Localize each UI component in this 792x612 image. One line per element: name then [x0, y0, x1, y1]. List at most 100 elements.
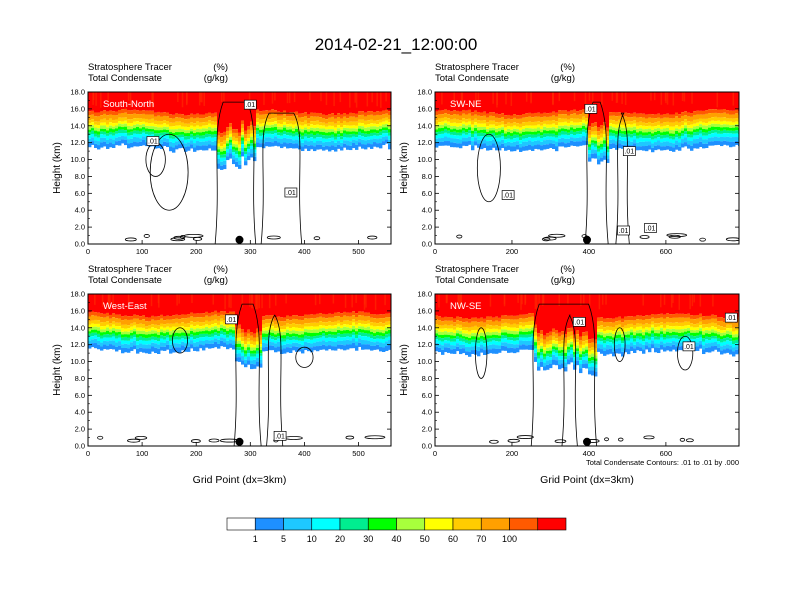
tracer-cell — [516, 134, 520, 138]
tracer-cell — [600, 317, 604, 322]
tracer-cell — [127, 139, 131, 144]
tracer-cell — [465, 132, 469, 135]
tracer-cell — [214, 145, 218, 151]
tracer-cell — [582, 351, 586, 355]
tracer-cell — [714, 123, 718, 127]
tracer-cell — [513, 294, 517, 316]
tracer-cell — [304, 127, 308, 131]
tracer-cell — [247, 360, 251, 365]
tracer-cell — [540, 141, 544, 146]
tracer-cell — [678, 92, 682, 115]
tracer-cell — [184, 339, 188, 344]
tracer-cell — [501, 345, 505, 351]
tracer-cell — [537, 121, 541, 125]
tracer-cell — [549, 357, 553, 361]
tracer-cell — [549, 127, 553, 131]
tracer-cell — [226, 143, 230, 147]
tracer-cell — [298, 337, 302, 341]
tracer-cell — [235, 141, 239, 145]
x-tick-label: 300 — [244, 247, 257, 256]
tracer-cell — [564, 125, 568, 129]
tracer-cell — [133, 130, 137, 134]
tracer-cell — [528, 92, 532, 113]
tracer-cell — [88, 138, 92, 144]
tracer-cell — [154, 124, 158, 127]
tracer-cell — [247, 341, 251, 345]
tracer-cell — [516, 340, 520, 345]
tracer-cell — [193, 143, 197, 148]
tracer-cell — [543, 116, 547, 121]
tracer-cell — [453, 294, 457, 319]
tracer-streak — [230, 294, 232, 309]
tracer-cell — [277, 294, 281, 317]
tracer-cell — [648, 117, 652, 123]
tracer-cell — [534, 134, 538, 138]
tracer-cell — [301, 113, 305, 118]
tracer-cell — [621, 333, 625, 338]
tracer-streak — [92, 92, 95, 101]
tracer-cell — [564, 334, 568, 338]
tracer-cell — [220, 324, 224, 329]
tracer-cell — [214, 338, 218, 342]
tracer-cell — [223, 342, 227, 347]
tracer-cell — [220, 340, 224, 347]
tracer-cell — [651, 337, 655, 341]
tracer-cell — [151, 324, 155, 328]
tracer-cell — [103, 313, 107, 318]
tracer-cell — [459, 324, 463, 329]
tracer-cell — [516, 115, 520, 119]
tracer-cell — [187, 130, 191, 134]
tracer-cell — [325, 346, 329, 351]
tracer-cell — [379, 347, 383, 352]
tracer-cell — [307, 347, 311, 352]
tracer-cell — [687, 294, 691, 314]
tracer-cell — [295, 128, 299, 133]
tracer-cell — [181, 137, 185, 141]
tracer-cell — [298, 334, 302, 338]
tracer-cell — [331, 322, 335, 326]
tracer-cell — [181, 314, 185, 319]
tracer-cell — [97, 323, 101, 328]
tracer-cell — [456, 339, 460, 344]
tracer-cell — [190, 324, 194, 329]
tracer-cell — [654, 118, 658, 123]
tracer-streak — [371, 92, 373, 103]
tracer-cell — [364, 137, 368, 141]
tracer-cell — [534, 121, 538, 126]
tracer-cell — [621, 294, 625, 319]
tracer-cell — [214, 124, 218, 128]
tracer-cell — [322, 132, 326, 136]
tracer-cell — [295, 346, 299, 352]
tracer-cell — [522, 138, 526, 142]
tracer-cell — [690, 323, 694, 327]
tracer-cell — [699, 114, 703, 119]
tracer-cell — [298, 131, 302, 135]
tracer-cell — [352, 139, 356, 144]
tracer-cell — [100, 338, 104, 343]
tracer-cell — [187, 135, 191, 140]
tracer-cell — [507, 132, 511, 135]
tracer-cell — [510, 319, 514, 325]
tracer-cell — [274, 324, 278, 329]
tracer-cell — [133, 92, 137, 110]
tracer-cell — [166, 124, 170, 128]
tracer-cell — [687, 330, 691, 334]
tracer-cell — [555, 112, 559, 117]
y-tick-label: 2.0 — [422, 425, 432, 434]
tracer-cell — [217, 333, 221, 337]
tracer-streak — [274, 92, 276, 101]
tracer-cell — [513, 141, 517, 147]
contour-label-box — [243, 99, 257, 110]
tracer-cell — [480, 132, 484, 137]
tracer-cell — [618, 340, 622, 344]
tracer-cell — [651, 92, 655, 115]
tracer-cell — [235, 157, 239, 162]
contour-line — [666, 233, 688, 238]
tracer-cell — [259, 331, 263, 336]
tracer-cell — [726, 121, 730, 125]
tracer-cell — [567, 142, 571, 147]
tracer-cell — [136, 318, 140, 325]
tracer-cell — [444, 328, 448, 332]
tracer-cell — [343, 311, 347, 316]
tracer-cell — [172, 329, 176, 334]
